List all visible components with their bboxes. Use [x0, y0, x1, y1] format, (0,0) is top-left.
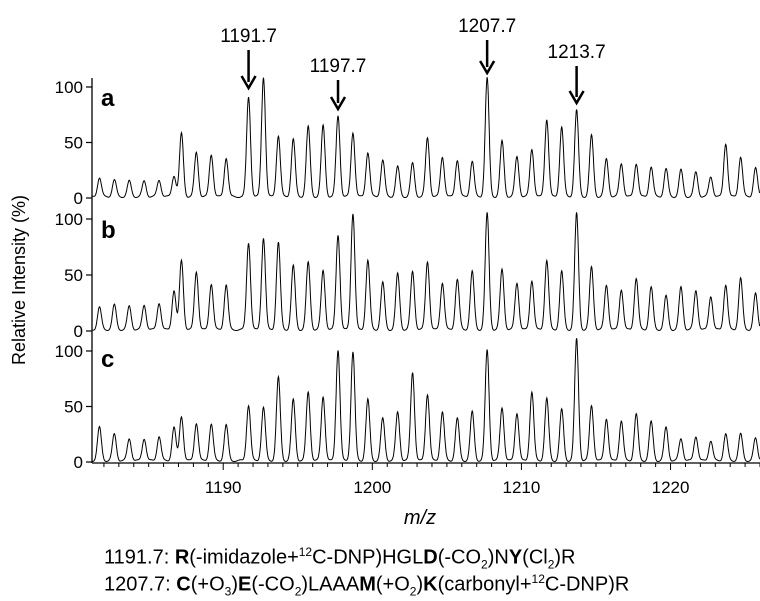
peak-annotation-label: 1213.7 [548, 42, 606, 63]
y-tick-label: 50 [64, 398, 83, 417]
peak-annotation-label: 1207.7 [458, 16, 516, 37]
caption-text: )LAAA [301, 573, 360, 596]
caption-text: )R [554, 546, 576, 569]
spectrum-trace-c [91, 338, 760, 463]
caption-text: )N [487, 546, 509, 569]
caption-text: ) [231, 573, 239, 596]
y-tick-label: 100 [55, 78, 83, 97]
caption-text: (+O [375, 573, 410, 596]
caption-isotope: 12 [298, 545, 313, 559]
arrow-head [240, 75, 257, 91]
y-axis-label: Relative Intensity (%) [9, 195, 29, 365]
caption-subscript: 3 [224, 584, 232, 599]
x-tick-label: 1220 [652, 478, 690, 497]
y-tick-label: 100 [55, 210, 83, 229]
caption-subscript: 2 [547, 557, 555, 572]
y-tick-label: 50 [64, 134, 83, 153]
spectrum-trace-a [91, 77, 760, 199]
caption-text: ) [416, 573, 424, 596]
panel-label: c [101, 346, 114, 373]
y-tick-label: 0 [74, 322, 83, 341]
caption-residue: E [238, 573, 252, 596]
caption-1191: 1191.7: R(-imidazole+12C-DNP)HGLD(-CO2)N… [104, 545, 576, 572]
caption-text: C-DNP)R [544, 573, 630, 596]
caption-residue: R [174, 546, 190, 569]
caption-text: (Cl [522, 546, 548, 569]
caption-residue: Y [508, 546, 523, 569]
caption-mass: 1207.7: [104, 573, 171, 596]
y-tick-label: 0 [74, 453, 83, 472]
caption-mass: 1191.7: [104, 546, 170, 569]
peak-annotation-label: 1197.7 [310, 56, 367, 77]
arrow-head [568, 90, 585, 106]
arrow-head [479, 60, 496, 76]
arrow-head [329, 96, 347, 112]
caption-residue: C [176, 573, 191, 596]
caption-residue: D [423, 546, 438, 569]
x-tick-label: 1200 [353, 478, 391, 497]
caption-text: (-CO [251, 573, 295, 596]
x-axis-label: m/z [404, 507, 436, 529]
caption-subscript: 2 [294, 584, 302, 599]
caption-residue: K [423, 573, 438, 596]
caption-text: (-CO [437, 546, 482, 569]
caption-residue: M [359, 573, 376, 596]
panel-label: b [101, 217, 116, 244]
panel-label: a [101, 85, 115, 112]
y-tick-label: 100 [55, 342, 83, 361]
caption-text: (+O [190, 573, 225, 596]
spectrum-trace-b [91, 212, 760, 332]
caption-subscript: 2 [409, 584, 417, 599]
y-tick-label: 50 [64, 266, 83, 285]
caption-text: C-DNP)HGL [312, 546, 424, 569]
caption-1207: 1207.7: C(+O3)E(-CO2)LAAAM(+O2)K(carbony… [104, 572, 629, 599]
x-tick-label: 1190 [205, 478, 242, 497]
caption-text: (-imidazole+ [189, 546, 299, 569]
y-tick-label: 0 [74, 189, 83, 208]
caption-subscript: 2 [481, 557, 488, 572]
caption-text: (carbonyl+ [437, 573, 532, 596]
peak-annotation-label: 1191.7 [220, 26, 277, 47]
x-tick-label: 1210 [503, 478, 541, 497]
caption-isotope: 12 [531, 572, 545, 586]
